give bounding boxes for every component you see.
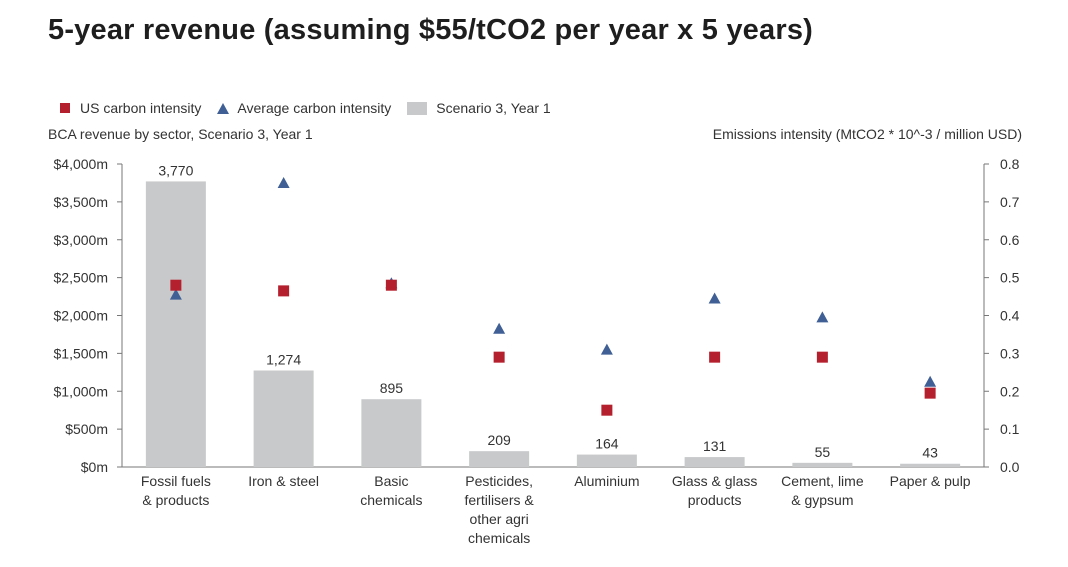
x-axis-category-label: other agri bbox=[470, 511, 529, 527]
bar bbox=[469, 451, 530, 467]
bar bbox=[576, 454, 637, 467]
chart-title: 5-year revenue (assuming $55/tCO2 per ye… bbox=[48, 14, 814, 46]
bar-data-label: 209 bbox=[487, 432, 511, 448]
bar bbox=[253, 370, 314, 467]
x-axis-category-label: Basic bbox=[374, 473, 408, 489]
bar-data-label: 55 bbox=[815, 444, 831, 460]
x-axis-category-label: chemicals bbox=[468, 530, 530, 546]
right-axis-tick-label: 0.7 bbox=[1000, 194, 1020, 210]
bar-data-label: 131 bbox=[703, 438, 727, 454]
right-axis-caption: Emissions intensity (MtCO2 * 10^-3 / mil… bbox=[712, 126, 1022, 142]
us-intensity-point bbox=[709, 351, 721, 363]
legend-square-swatch bbox=[60, 103, 70, 113]
x-axis-category-label: fertilisers & bbox=[465, 492, 535, 508]
x-axis-category-label: & gypsum bbox=[791, 492, 853, 508]
right-axis-tick-label: 0.3 bbox=[1000, 345, 1020, 361]
x-axis-category-label: Pesticides, bbox=[465, 473, 533, 489]
left-axis-tick-label: $500m bbox=[65, 421, 108, 437]
left-axis-tick-label: $0m bbox=[81, 459, 108, 475]
average-intensity-point bbox=[816, 311, 829, 323]
legend-label-bar: Scenario 3, Year 1 bbox=[436, 100, 551, 116]
average-intensity-point bbox=[169, 288, 182, 300]
right-axis-tick-label: 0.6 bbox=[1000, 232, 1020, 248]
left-axis-caption: BCA revenue by sector, Scenario 3, Year … bbox=[48, 126, 313, 142]
bar-data-label: 895 bbox=[380, 380, 404, 396]
x-axis-category-label: Glass & glass bbox=[672, 473, 758, 489]
legend: US carbon intensity Average carbon inten… bbox=[60, 100, 567, 116]
x-axis-category-label: products bbox=[688, 492, 742, 508]
x-axis-category-label: chemicals bbox=[360, 492, 422, 508]
right-axis-tick-label: 0.1 bbox=[1000, 421, 1020, 437]
us-intensity-point bbox=[170, 279, 182, 291]
legend-label-us: US carbon intensity bbox=[80, 100, 202, 116]
average-intensity-point bbox=[493, 322, 506, 334]
left-axis-tick-label: $3,500m bbox=[54, 194, 108, 210]
left-axis-tick-label: $3,000m bbox=[54, 232, 108, 248]
us-intensity-point bbox=[493, 351, 505, 363]
average-intensity-point bbox=[600, 343, 613, 355]
left-axis-tick-label: $2,500m bbox=[54, 270, 108, 286]
bar bbox=[684, 457, 745, 467]
us-intensity-point bbox=[385, 279, 397, 291]
right-axis-tick-label: 0.8 bbox=[1000, 156, 1020, 172]
us-intensity-point bbox=[601, 404, 613, 416]
bar bbox=[145, 181, 206, 468]
legend-label-avg: Average carbon intensity bbox=[237, 100, 392, 116]
x-axis-category-label: Iron & steel bbox=[248, 473, 319, 489]
us-intensity-point bbox=[278, 285, 290, 297]
x-axis-category-label: Fossil fuels bbox=[141, 473, 211, 489]
legend-bar-swatch bbox=[407, 101, 428, 115]
left-axis-tick-label: $1,000m bbox=[54, 383, 108, 399]
us-intensity-point bbox=[816, 351, 828, 363]
left-axis-tick-label: $1,500m bbox=[54, 345, 108, 361]
right-axis-tick-label: 0.4 bbox=[1000, 308, 1020, 324]
left-axis-tick-label: $2,000m bbox=[54, 308, 108, 324]
bar-data-label: 43 bbox=[922, 445, 938, 461]
us-intensity-point bbox=[924, 387, 936, 399]
x-axis-category-label: & products bbox=[142, 492, 209, 508]
bar bbox=[361, 399, 422, 467]
legend-item-average-carbon-intensity: Average carbon intensity bbox=[217, 100, 391, 116]
right-axis-tick-label: 0.5 bbox=[1000, 270, 1020, 286]
legend-item-us-carbon-intensity: US carbon intensity bbox=[60, 100, 201, 116]
x-axis-category-label: Paper & pulp bbox=[890, 473, 971, 489]
right-axis-tick-label: 0.0 bbox=[1000, 459, 1020, 475]
average-intensity-point bbox=[708, 292, 721, 304]
x-axis-category-label: Aluminium bbox=[574, 473, 639, 489]
legend-triangle-swatch bbox=[217, 102, 230, 114]
right-axis-tick-label: 0.2 bbox=[1000, 383, 1020, 399]
average-intensity-point bbox=[924, 375, 937, 387]
average-intensity-point bbox=[277, 176, 290, 188]
x-axis-category-label: Cement, lime bbox=[781, 473, 864, 489]
bar-data-label: 3,770 bbox=[158, 162, 193, 178]
bar-data-label: 164 bbox=[595, 436, 619, 452]
bar bbox=[900, 463, 961, 467]
bar-data-label: 1,274 bbox=[266, 351, 301, 367]
bar bbox=[792, 462, 853, 467]
left-axis-tick-label: $4,000m bbox=[54, 156, 108, 172]
legend-item-scenario-bar: Scenario 3, Year 1 bbox=[407, 100, 551, 116]
